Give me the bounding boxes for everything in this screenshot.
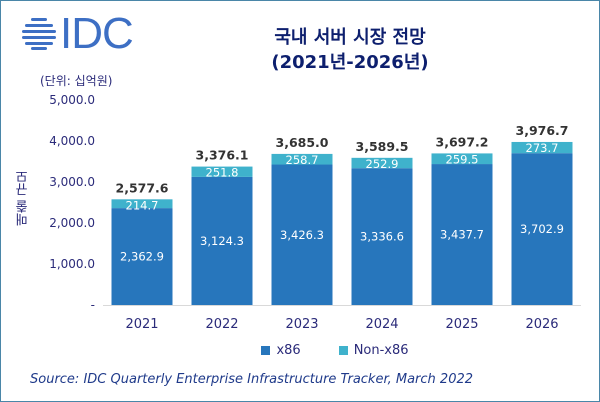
- data-label-non-x86: 259.5: [446, 152, 479, 166]
- data-label-x86: 3,124.3: [200, 234, 244, 248]
- total-label: 2,577.6: [116, 180, 169, 195]
- x-tick-label: 2023: [285, 317, 318, 332]
- bar-non-x86-2025: [431, 153, 493, 165]
- bar-non-x86-2024: [351, 157, 413, 169]
- idc-logo: IDC: [22, 9, 134, 58]
- total-label: 3,976.7: [516, 123, 569, 138]
- bar-non-x86-2022: [191, 166, 253, 177]
- chart-title: 국내 서버 시장 전망: [274, 27, 426, 48]
- y-tick-label: 4,000.0: [49, 134, 95, 148]
- legend-item-non-x86: Non-x86: [338, 343, 409, 358]
- data-label-non-x86: 251.8: [206, 166, 239, 180]
- legend-item-x86: x86: [191, 343, 301, 358]
- data-label-non-x86: 273.7: [526, 141, 559, 155]
- x-tick-label: 2026: [525, 317, 558, 332]
- data-label-non-x86: 258.7: [286, 153, 319, 167]
- bar-x86-2025: [431, 164, 493, 305]
- y-tick-label: 3,000.0: [49, 175, 95, 189]
- data-label-non-x86: 252.9: [366, 157, 399, 171]
- bar-x86-2021: [111, 208, 173, 305]
- total-label: 3,697.2: [436, 134, 489, 149]
- source-note: Source: IDC Quarterly Enterprise Infrast…: [30, 372, 474, 387]
- bar-x86-2023: [271, 164, 333, 305]
- x-tick-label: 2022: [205, 317, 238, 332]
- x-tick-label: 2024: [365, 317, 398, 332]
- data-label-x86: 3,426.3: [280, 228, 324, 242]
- legend-swatch-x86: [261, 346, 271, 355]
- legend: x86 Non-x86: [0, 343, 600, 358]
- data-label-x86: 3,336.6: [360, 230, 404, 244]
- total-label: 3,589.5: [356, 139, 409, 154]
- legend-swatch-non-x86: [338, 346, 348, 355]
- legend-label-non-x86: Non-x86: [353, 343, 409, 358]
- x-tick-label: 2025: [445, 317, 478, 332]
- bar-x86-2022: [191, 176, 253, 305]
- total-label: 3,376.1: [196, 148, 249, 163]
- globe-stripes-icon: [22, 18, 56, 50]
- x-tick-label: 2021: [125, 317, 158, 332]
- bar-non-x86-2026: [511, 141, 573, 154]
- data-label-non-x86: 214.7: [126, 198, 159, 212]
- legend-label-x86: x86: [276, 343, 301, 358]
- bar-x86-2024: [351, 168, 413, 305]
- data-label-x86: 3,437.7: [440, 228, 484, 242]
- bar-non-x86-2021: [111, 199, 173, 209]
- logo-text: IDC: [60, 9, 134, 58]
- total-label: 3,685.0: [276, 135, 329, 150]
- y-tick-label: -: [91, 298, 95, 312]
- bar-x86-2026: [511, 153, 573, 305]
- unit-label: (단위: 십억원): [40, 74, 113, 88]
- data-label-x86: 2,362.9: [120, 250, 164, 264]
- bar-non-x86-2023: [271, 153, 333, 165]
- y-tick-label: 5,000.0: [49, 93, 95, 107]
- data-label-x86: 3,702.9: [520, 222, 564, 236]
- y-tick-label: 2,000.0: [49, 216, 95, 230]
- y-tick-label: 1,000.0: [49, 257, 95, 271]
- chart-subtitle: (2021년-2026년): [271, 52, 429, 73]
